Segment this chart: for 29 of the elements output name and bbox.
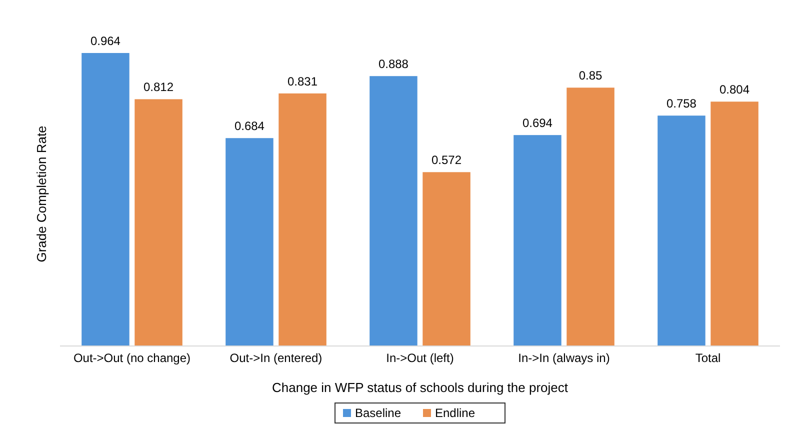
bar xyxy=(226,138,274,346)
data-label: 0.694 xyxy=(522,116,553,130)
x-axis-title: Change in WFP status of schools during the project xyxy=(272,380,568,395)
bar xyxy=(134,99,182,346)
data-label: 0.572 xyxy=(432,153,462,168)
bar xyxy=(658,116,706,346)
bar xyxy=(278,93,326,346)
x-tick-label: Out->In (entered) xyxy=(230,351,322,365)
bar xyxy=(370,76,418,346)
data-label: 0.85 xyxy=(578,68,603,83)
bar xyxy=(710,102,758,346)
data-label: 0.758 xyxy=(666,96,697,111)
data-label: 0.684 xyxy=(234,119,265,134)
bar xyxy=(566,88,614,346)
bar xyxy=(82,53,130,346)
y-axis-title: Grade Completion Rate xyxy=(34,126,49,262)
bar xyxy=(514,135,562,346)
legend-label: Endline xyxy=(435,406,476,420)
data-label: 0.964 xyxy=(90,34,121,48)
bar xyxy=(422,172,470,346)
data-label: 0.831 xyxy=(288,74,318,88)
data-label: 0.804 xyxy=(720,82,750,97)
data-label: 0.888 xyxy=(378,57,409,72)
x-tick-label: Total xyxy=(695,351,721,365)
legend-label: Baseline xyxy=(355,406,402,420)
x-tick-label: In->In (always in) xyxy=(518,351,610,365)
data-label: 0.812 xyxy=(144,80,174,94)
x-tick-label: In->Out (left) xyxy=(386,351,454,365)
x-tick-label: Out->Out (no change) xyxy=(73,351,191,365)
